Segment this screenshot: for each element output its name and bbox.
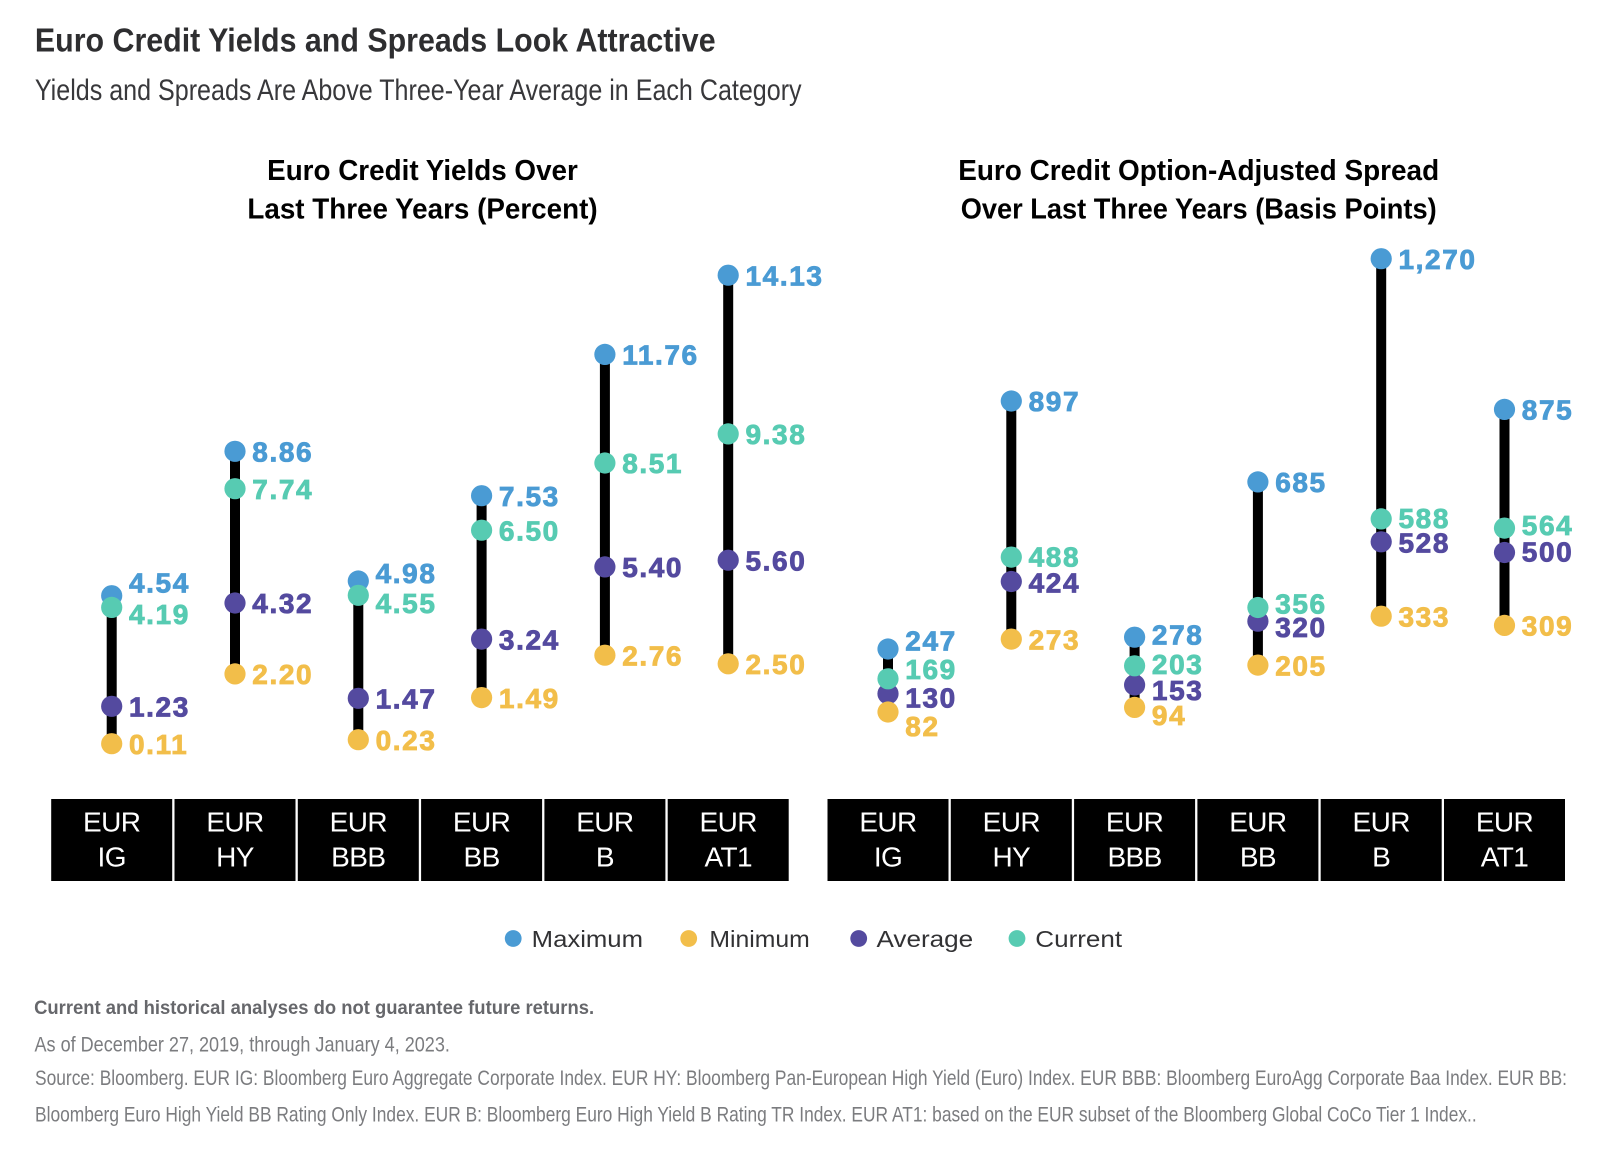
svg-text:Minimum: Minimum [709,926,809,952]
svg-text:IG: IG [874,842,902,873]
svg-text:1,270: 1,270 [1399,244,1477,275]
svg-text:11.76: 11.76 [622,340,699,371]
svg-text:7.53: 7.53 [499,481,560,512]
svg-text:94: 94 [1152,700,1186,731]
svg-text:273: 273 [1029,624,1081,655]
svg-text:BB: BB [464,842,500,873]
svg-text:HY: HY [992,842,1031,873]
svg-text:320: 320 [1275,612,1327,643]
svg-text:4.54: 4.54 [129,568,190,599]
svg-text:0.11: 0.11 [129,729,188,760]
svg-text:EUR: EUR [206,806,263,837]
svg-text:EUR: EUR [1229,806,1286,837]
svg-text:BBB: BBB [1107,842,1161,873]
svg-text:278: 278 [1152,620,1204,651]
svg-text:685: 685 [1275,467,1327,498]
svg-text:2.20: 2.20 [252,659,313,690]
svg-text:Current and historical analyse: Current and historical analyses do not g… [34,998,594,1019]
svg-text:Bloomberg Euro High Yield BB R: Bloomberg Euro High Yield BB Rating Only… [35,1103,1477,1127]
svg-text:153: 153 [1152,675,1204,706]
svg-text:Over Last Three Years (Basis P: Over Last Three Years (Basis Points) [961,194,1437,226]
svg-text:EUR: EUR [1353,806,1410,837]
svg-text:488: 488 [1029,542,1081,573]
svg-text:130: 130 [905,683,957,714]
svg-text:Source: Bloomberg. EUR IG: Blo: Source: Bloomberg. EUR IG: Bloomberg Eur… [35,1066,1567,1090]
svg-text:EUR: EUR [700,806,757,837]
svg-text:Average: Average [877,926,974,952]
svg-text:82: 82 [905,711,939,742]
svg-text:4.98: 4.98 [376,558,437,589]
svg-text:528: 528 [1399,528,1451,559]
svg-text:EUR: EUR [83,806,140,837]
svg-text:247: 247 [905,626,957,657]
svg-text:309: 309 [1522,611,1574,642]
svg-text:7.74: 7.74 [252,474,313,505]
svg-text:169: 169 [905,654,957,685]
svg-text:EUR: EUR [576,806,633,837]
svg-text:424: 424 [1029,568,1081,599]
svg-text:205: 205 [1275,650,1327,681]
svg-text:Current: Current [1035,926,1122,952]
svg-text:1.49: 1.49 [499,683,560,714]
svg-text:8.86: 8.86 [252,437,313,468]
svg-text:500: 500 [1522,537,1574,568]
svg-text:EUR: EUR [330,806,387,837]
svg-text:4.55: 4.55 [376,588,437,619]
svg-text:HY: HY [216,842,255,873]
svg-text:Euro Credit Yields and Spreads: Euro Credit Yields and Spreads Look Attr… [35,22,716,59]
svg-text:BB: BB [1240,842,1276,873]
svg-text:B: B [1372,842,1390,873]
svg-text:0.23: 0.23 [376,725,437,756]
svg-text:EUR: EUR [859,806,916,837]
svg-text:Last Three Years (Percent): Last Three Years (Percent) [247,194,597,226]
svg-text:Maximum: Maximum [532,926,643,952]
svg-text:As of December 27, 2019, throu: As of December 27, 2019, through January… [35,1032,450,1056]
svg-text:3.24: 3.24 [499,624,560,655]
svg-text:14.13: 14.13 [746,260,824,291]
svg-text:588: 588 [1399,503,1451,534]
svg-text:Euro Credit Option-Adjusted Sp: Euro Credit Option-Adjusted Spread [958,155,1439,187]
svg-text:B: B [596,842,614,873]
svg-text:8.51: 8.51 [622,448,683,479]
svg-text:4.32: 4.32 [252,588,313,619]
svg-text:875: 875 [1522,395,1574,426]
svg-text:AT1: AT1 [704,842,752,873]
svg-text:1.47: 1.47 [376,684,437,715]
svg-text:Yields and Spreads Are Above T: Yields and Spreads Are Above Three-Year … [35,74,802,107]
svg-text:203: 203 [1152,649,1204,680]
svg-text:564: 564 [1522,510,1574,541]
svg-text:2.76: 2.76 [622,640,683,671]
svg-text:EUR: EUR [1476,806,1533,837]
svg-text:9.38: 9.38 [746,419,807,450]
svg-text:AT1: AT1 [1481,842,1529,873]
svg-text:2.50: 2.50 [746,649,807,680]
svg-text:5.40: 5.40 [622,552,683,583]
svg-text:4.19: 4.19 [129,599,190,630]
svg-text:BBB: BBB [331,842,385,873]
svg-text:Euro Credit Yields Over: Euro Credit Yields Over [267,155,578,187]
svg-text:EUR: EUR [983,806,1040,837]
svg-text:1.23: 1.23 [129,692,190,723]
svg-text:EUR: EUR [1106,806,1163,837]
svg-text:897: 897 [1029,386,1081,417]
svg-text:5.60: 5.60 [746,545,807,576]
svg-text:6.50: 6.50 [499,515,560,546]
svg-text:EUR: EUR [453,806,510,837]
svg-text:333: 333 [1399,601,1451,632]
svg-text:356: 356 [1275,589,1327,620]
svg-text:IG: IG [98,842,126,873]
